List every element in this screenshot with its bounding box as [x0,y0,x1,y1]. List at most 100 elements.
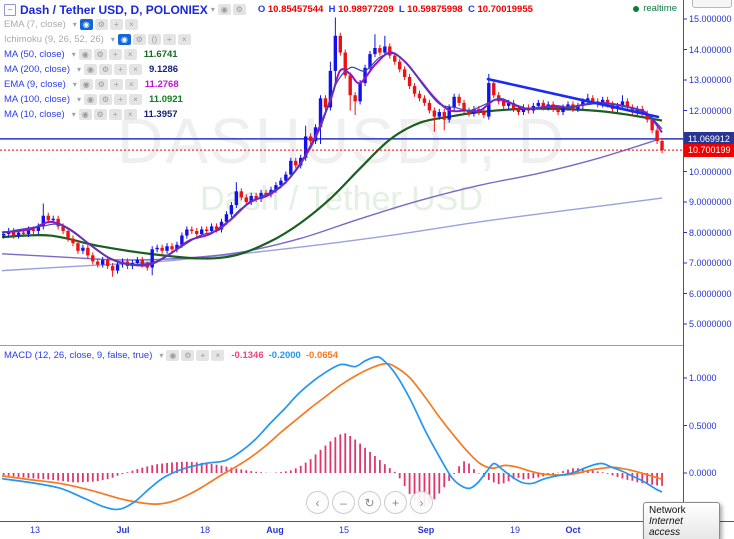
time-tick-label: Sep [417,525,435,535]
plus-icon[interactable]: + [108,109,122,120]
eye-icon[interactable]: ◉ [84,94,98,105]
ohlc-value: 10.59875998 [407,4,468,15]
close-icon[interactable]: × [124,19,138,30]
chevron-down-icon[interactable]: ▾ [77,65,82,74]
eye-icon[interactable]: ◉ [84,64,98,75]
indicator-label[interactable]: EMA (7, close) [4,19,66,30]
price-tick-label: 5.0000000 [689,319,732,329]
zoom-in-button[interactable]: + [384,491,407,514]
chevron-down-icon[interactable]: ▾ [159,351,164,360]
chevron-down-icon[interactable]: ▾ [72,20,77,29]
chevron-down-icon[interactable]: ▾ [71,50,76,59]
indicator-label[interactable]: MA (50, close) [4,49,65,60]
gear-icon[interactable]: ⚙ [93,109,107,120]
ohlc-values: O 10.85457544 H 10.98977209 L 10.5987599… [258,4,538,15]
tooltip-title: Network [649,505,686,516]
close-icon[interactable]: × [123,49,137,60]
eye-icon[interactable]: ◉ [217,4,231,15]
plus-icon[interactable]: + [114,94,128,105]
macd-value: -0.2000 [268,350,301,361]
price-tick-label: 9.0000000 [689,197,732,207]
axis-corner-button[interactable] [692,0,732,8]
scroll-left-button[interactable]: ‹ [306,491,329,514]
ohlc-key: L [398,4,408,15]
eye-icon[interactable]: ◉ [78,49,92,60]
indicator-label[interactable]: MA (200, close) [4,64,70,75]
indicator-row[interactable]: EMA (9, close) ▾ ◉ ⚙ + × 11.2768 [4,77,538,92]
gear-icon[interactable]: ⚙ [181,350,195,361]
gear-icon[interactable]: ⚙ [93,49,107,60]
realtime-badge: realtime [633,3,677,14]
title-icon-group: ◉ ⚙ [217,4,248,15]
time-tick-label: Oct [565,525,581,535]
chevron-down-icon[interactable]: ▾ [110,35,115,44]
macd-tick-label: 1.0000 [689,373,717,383]
plus-icon[interactable]: + [114,64,128,75]
close-icon[interactable]: × [124,79,138,90]
tooltip-subtitle: Internet access [649,516,683,538]
indicator-value: 9.1286 [149,64,179,75]
indicator-value: 11.3957 [143,109,178,120]
indicator-label[interactable]: MA (100, close) [4,94,70,105]
indicator-label[interactable]: MA (10, close) [4,109,65,120]
scroll-right-button[interactable]: › [410,491,433,514]
close-icon[interactable]: × [129,94,143,105]
indicator-label[interactable]: Ichimoku (9, 26, 52, 26) [4,34,104,45]
realtime-dot-icon [633,5,640,12]
eye-icon[interactable]: ◉ [79,19,93,30]
time-tick-label: 13 [29,525,41,535]
ohlc-value: 10.98977209 [338,4,399,15]
paren-icon[interactable]: () [147,34,161,45]
chart-legend: – Dash / Tether USD, D, POLONIEX ▾ ◉ ⚙ O … [4,2,538,122]
macd-value: -0.0654 [305,350,339,361]
macd-value: -0.1346 [231,350,264,361]
eye-icon[interactable]: ◉ [79,79,93,90]
zoom-out-button[interactable]: – [332,491,355,514]
time-tick-label: 19 [509,525,521,535]
macd-legend-row: MACD (12, 26, close, 9, false, true) ▾ ◉ ⚙ +… [4,348,338,363]
symbol-title-row: – Dash / Tether USD, D, POLONIEX ▾ ◉ ⚙ O … [4,2,538,17]
gear-icon[interactable]: ⚙ [94,19,108,30]
indicator-row[interactable]: MA (50, close) ▾ ◉ ⚙ + × 11.6741 [4,47,538,62]
plus-icon[interactable]: + [196,350,210,361]
eye-icon[interactable]: ◉ [166,350,180,361]
gear-icon[interactable]: ⚙ [99,64,113,75]
close-icon[interactable]: × [129,64,143,75]
gear-icon[interactable]: ⚙ [99,94,113,105]
close-icon[interactable]: × [211,350,225,361]
gear-icon[interactable]: ⚙ [94,79,108,90]
plus-icon[interactable]: + [108,49,122,60]
chevron-down-icon[interactable]: ▾ [77,95,82,104]
gear-icon[interactable]: ⚙ [232,4,246,15]
chevron-down-icon[interactable]: ▾ [210,5,215,14]
plus-icon[interactable]: + [109,79,123,90]
collapse-legend-icon[interactable]: – [4,3,16,16]
close-icon[interactable]: × [123,109,137,120]
close-icon[interactable]: × [177,34,191,45]
chevron-down-icon[interactable]: ▾ [72,80,77,89]
indicator-row[interactable]: MA (100, close) ▾ ◉ ⚙ + × 11.0921 [4,92,538,107]
eye-icon[interactable]: ◉ [117,34,131,45]
reset-view-button[interactable]: ↻ [358,491,381,514]
indicator-label[interactable]: EMA (9, close) [4,79,66,90]
indicator-label[interactable]: MACD (12, 26, close, 9, false, true) [4,350,153,361]
indicator-rows: EMA (7, close) ▾ ◉ ⚙ + × Ichimoku (9, 26, 52, … [4,17,538,122]
ohlc-key: C [467,4,478,15]
indicator-row[interactable]: MA (200, close) ▾ ◉ ⚙ + × 9.1286 [4,62,538,77]
gear-icon[interactable]: ⚙ [132,34,146,45]
plus-icon[interactable]: + [109,19,123,30]
indicator-row[interactable]: MACD (12, 26, close, 9, false, true) ▾ ◉ ⚙ +… [4,348,338,363]
current-price-label: 11.069912 [684,132,734,146]
macd-tick-label: 0.0000 [689,468,717,478]
price-tick-label: 12.000000 [689,105,732,116]
chevron-down-icon[interactable]: ▾ [71,110,76,119]
symbol-title[interactable]: Dash / Tether USD, D, POLONIEX [20,2,208,17]
indicator-row[interactable]: Ichimoku (9, 26, 52, 26) ▾ ◉ ⚙() + × [4,32,538,47]
time-tick-label: 15 [338,525,350,535]
chart-nav-buttons: ‹ – ↻ + › [306,491,436,514]
plus-icon[interactable]: + [162,34,176,45]
indicator-row[interactable]: MA (10, close) ▾ ◉ ⚙ + × 11.3957 [4,107,538,122]
eye-icon[interactable]: ◉ [78,109,92,120]
indicator-row[interactable]: EMA (7, close) ▾ ◉ ⚙ + × [4,17,538,32]
